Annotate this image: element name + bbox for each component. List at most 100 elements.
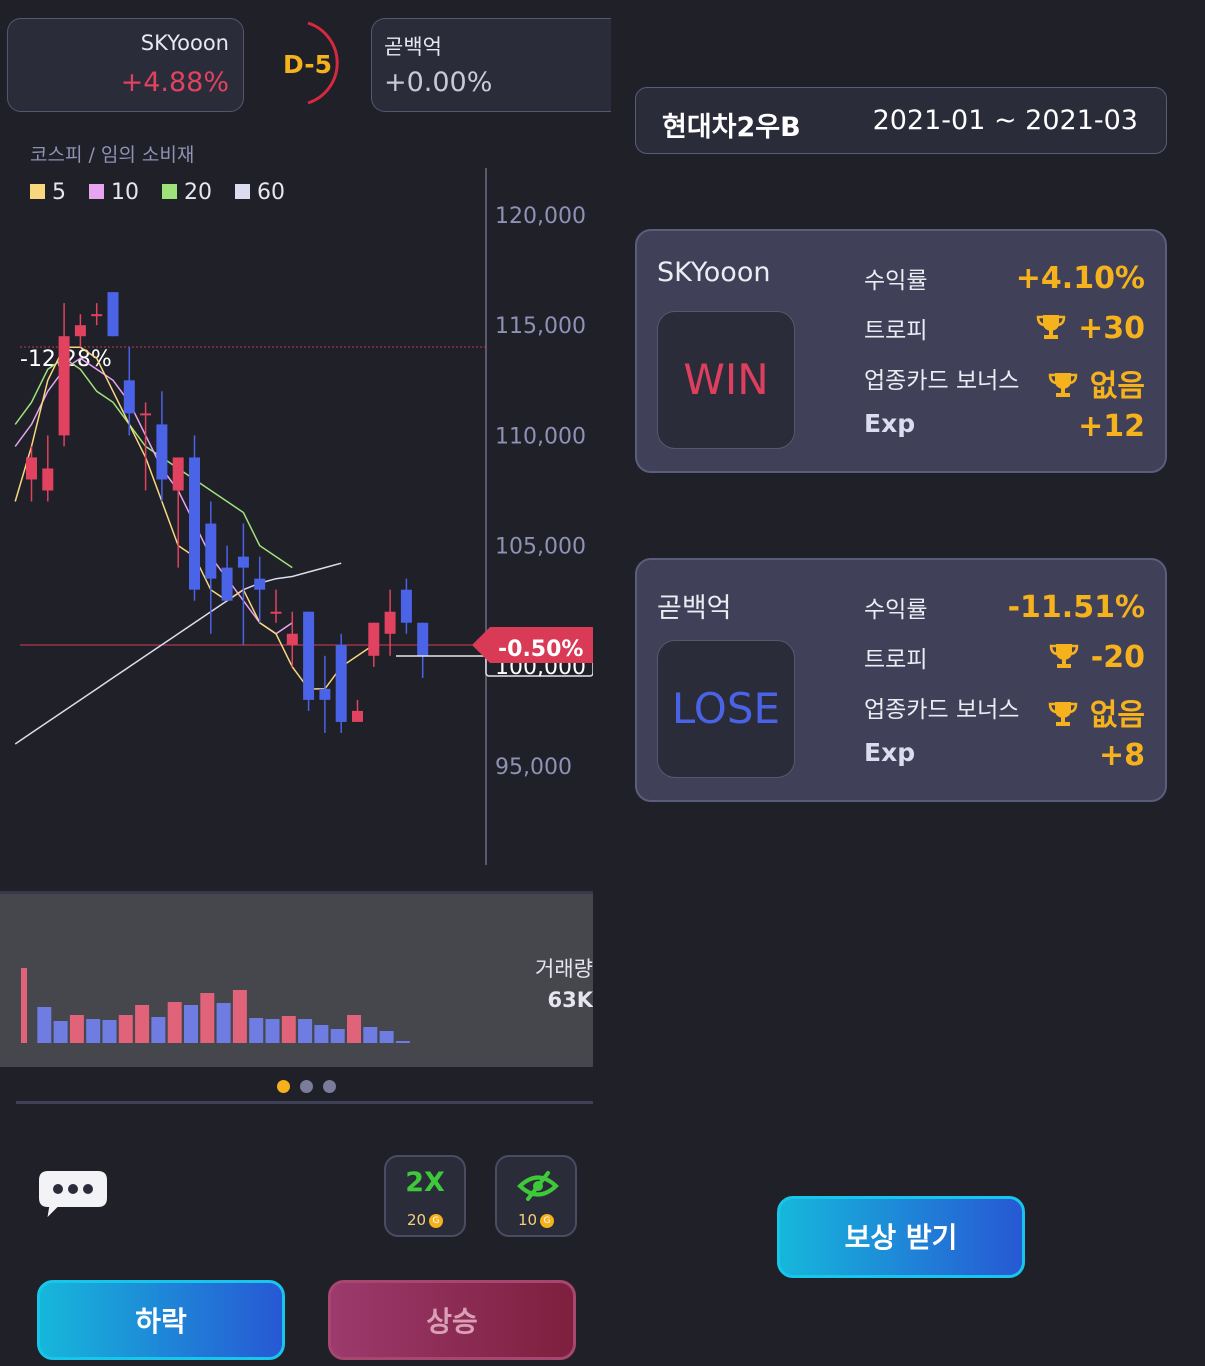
page-dot-3[interactable] xyxy=(323,1080,336,1093)
volume-readout: 거래량 63K xyxy=(535,954,593,1016)
result-card-me: SKYooon WIN 수익률 +4.10% 트로피 +30 업종카드 보너스 … xyxy=(635,229,1167,473)
volume-bar xyxy=(118,1015,133,1043)
hide-item-cost: 10 G xyxy=(497,1211,575,1229)
eye-slash-icon xyxy=(517,1171,559,1201)
volume-bar xyxy=(265,1019,280,1043)
bonus-label: 업종카드 보너스 xyxy=(864,697,1020,723)
bonus-value-text: 없음 xyxy=(1089,698,1145,733)
volume-bar xyxy=(249,1018,264,1043)
candle-body xyxy=(237,556,249,568)
candle-body xyxy=(368,622,380,656)
candle-body xyxy=(123,380,135,414)
trophy-value: -20 xyxy=(1049,640,1145,675)
coin-icon: G xyxy=(429,1213,444,1228)
d-day-ring xyxy=(307,21,339,105)
page-dot-2[interactable] xyxy=(300,1080,313,1093)
volume-bar xyxy=(167,1002,182,1043)
page-indicator[interactable] xyxy=(277,1078,346,1097)
candle-body xyxy=(58,336,70,436)
candle-body xyxy=(172,457,184,491)
opponent-player-return: +0.00% xyxy=(384,67,493,98)
candle-body xyxy=(189,457,200,590)
trophy-icon xyxy=(1048,701,1078,726)
volume-bar xyxy=(184,1005,198,1043)
y-tick-label: 110,000 xyxy=(495,424,586,449)
candle-body xyxy=(140,413,152,416)
double-item-cost: 20 G xyxy=(386,1211,464,1229)
y-tick-label: 120,000 xyxy=(495,204,586,229)
ma-legend: 5 10 20 60 xyxy=(30,180,301,205)
volume-bar xyxy=(298,1019,313,1043)
predict-up-button[interactable]: 상승 xyxy=(328,1280,576,1360)
change-tag-bg xyxy=(472,627,593,663)
legend-label-ma20: 20 xyxy=(184,180,212,205)
double-bet-item-button[interactable]: 2X 20 G xyxy=(384,1155,466,1237)
chat-bubble-icon[interactable] xyxy=(36,1168,110,1224)
exp-value: +12 xyxy=(1078,409,1145,444)
predict-down-button[interactable]: 하락 xyxy=(37,1280,285,1360)
sector-label: 코스피 / 임의 소비재 xyxy=(30,144,195,166)
y-tick-label: 115,000 xyxy=(495,314,586,339)
trophy-value-text: +30 xyxy=(1078,311,1145,346)
trophy-icon xyxy=(1036,314,1066,339)
exp-label: Exp xyxy=(864,409,916,438)
volume-bar xyxy=(37,1007,52,1043)
trophy-icon xyxy=(1048,372,1078,397)
coin-icon: G xyxy=(540,1213,555,1228)
divider xyxy=(16,1101,593,1104)
candle-body xyxy=(74,325,86,337)
volume-bar xyxy=(363,1027,378,1043)
opponent-player-card: 곧백억 +0.00% xyxy=(371,18,611,112)
volume-bar xyxy=(135,1005,150,1043)
opponent-player-name: 곧백억 xyxy=(384,35,442,59)
volume-bar xyxy=(379,1031,394,1043)
yield-value: +4.10% xyxy=(1015,261,1145,296)
volume-bar xyxy=(21,968,27,1043)
page-dot-1[interactable] xyxy=(277,1080,290,1093)
ma10-line xyxy=(14,357,293,635)
volume-bar xyxy=(102,1020,117,1043)
candle-body xyxy=(270,611,282,614)
stock-info-bar: 현대차2우B 2021-01 ~ 2021-03 xyxy=(635,87,1167,154)
candle-body xyxy=(286,633,298,645)
stock-name: 현대차2우B xyxy=(662,112,801,143)
yield-label: 수익률 xyxy=(864,597,928,623)
bonus-value: 없음 xyxy=(1048,690,1145,734)
trophy-value-text: -20 xyxy=(1090,640,1145,675)
y-tick-label: 95,000 xyxy=(495,755,572,780)
candle-body xyxy=(417,622,429,656)
trophy-icon xyxy=(1049,643,1079,668)
result-player-name: 곧백억 xyxy=(657,593,732,624)
candle-body xyxy=(107,292,119,337)
volume-label: 거래량 xyxy=(535,957,593,981)
bonus-value-text: 없음 xyxy=(1089,369,1145,404)
trophy-label: 트로피 xyxy=(864,647,928,673)
volume-bar xyxy=(200,993,215,1043)
volume-bar xyxy=(395,1041,410,1043)
claim-reward-button[interactable]: 보상 받기 xyxy=(777,1196,1025,1278)
candle-body xyxy=(352,710,363,722)
volume-bar xyxy=(281,1016,296,1043)
volume-bar xyxy=(151,1017,166,1043)
my-player-card: SKYooon +4.88% xyxy=(7,18,244,112)
legend-swatch-ma60 xyxy=(235,183,250,199)
candle-body xyxy=(384,611,396,634)
candle-body xyxy=(205,523,217,579)
exp-value: +8 xyxy=(1098,738,1145,773)
price-chart[interactable]: 120,000115,000110,000105,00095,000-12.28… xyxy=(0,160,593,880)
candle-body xyxy=(319,688,331,700)
volume-bar xyxy=(232,990,247,1043)
legend-label-ma10: 10 xyxy=(111,180,139,205)
change-tag-label: -0.50% xyxy=(498,637,583,662)
volume-bar xyxy=(330,1029,345,1043)
trophy-value: +30 xyxy=(1036,311,1145,346)
result-badge: WIN xyxy=(657,311,795,449)
volume-bar xyxy=(53,1021,68,1043)
hide-item-button[interactable]: 10 G xyxy=(495,1155,577,1237)
candle-body xyxy=(26,457,37,480)
volume-bar xyxy=(86,1019,101,1043)
hide-item-cost-value: 10 xyxy=(517,1211,538,1229)
candle-body xyxy=(303,611,315,700)
legend-swatch-ma5 xyxy=(30,183,45,199)
my-player-return: +4.88% xyxy=(120,67,229,98)
